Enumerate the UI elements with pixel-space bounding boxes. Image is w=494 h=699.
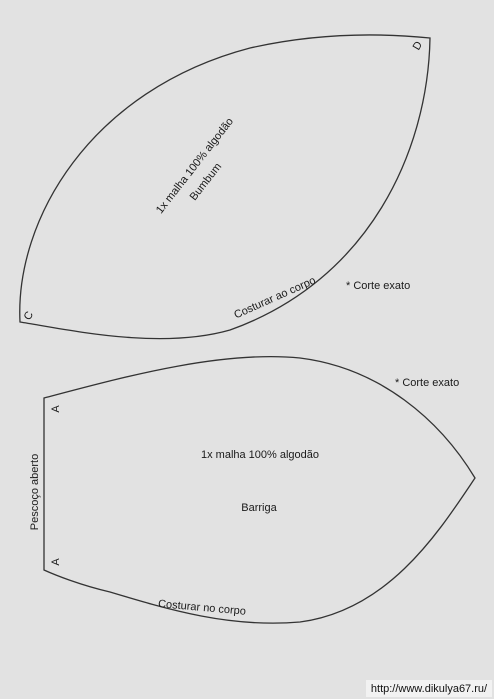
bottom-piece-outline [43, 355, 476, 624]
piece-name: Barriga [241, 502, 277, 514]
watermark-bg [366, 680, 492, 697]
fabric-label: 1x malha 100% algodão [201, 449, 319, 461]
side-label: Pescoço aberto [29, 454, 41, 530]
watermark: http://www.dikulya67.ru/ [371, 683, 488, 695]
note: * Corte exato [395, 377, 459, 389]
corner-label: A [50, 558, 62, 566]
note: * Corte exato [346, 280, 410, 292]
corner-label: A [50, 405, 62, 413]
top-piece-outline [19, 34, 431, 340]
